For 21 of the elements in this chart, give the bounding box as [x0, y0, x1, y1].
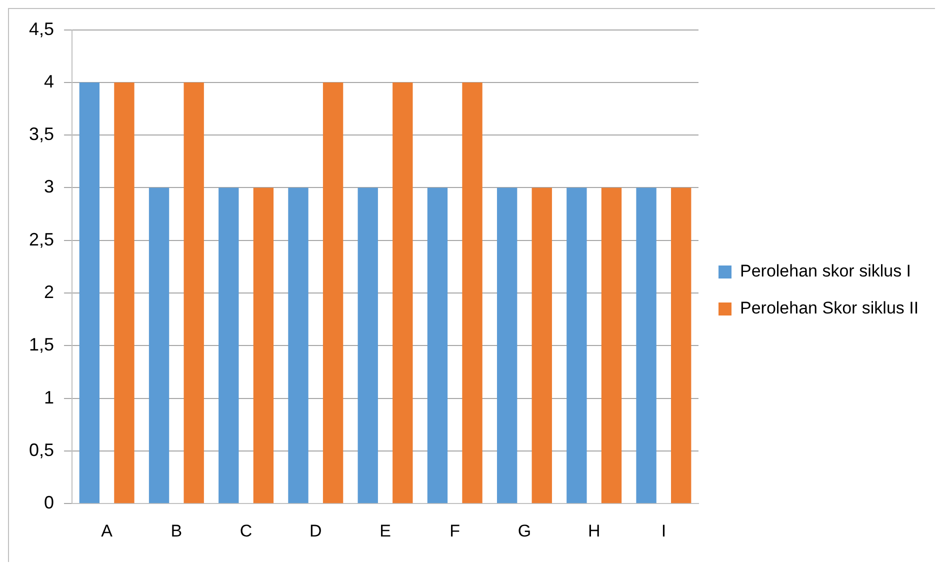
y-tick-label: 3	[44, 176, 54, 197]
x-tick-label: C	[240, 521, 252, 540]
legend-label: Perolehan skor siklus I	[740, 262, 912, 281]
x-tick-label: H	[588, 521, 600, 540]
y-tick-label: 2	[44, 282, 54, 302]
y-tick-label: 1	[44, 387, 54, 408]
x-tick-label: A	[101, 521, 114, 540]
y-tick-label: 0,5	[28, 440, 54, 460]
y-tick-label: 1,5	[28, 334, 54, 355]
legend-label: Perolehan Skor siklus II	[740, 298, 919, 318]
x-tick-label: E	[380, 521, 391, 540]
x-tick-label: G	[518, 521, 532, 540]
x-tick-label: D	[310, 521, 322, 540]
x-tick-label: I	[661, 521, 666, 540]
y-tick-label: 2,5	[28, 229, 54, 250]
y-tick-label: 3,5	[28, 124, 54, 144]
y-tick-label: 0	[44, 492, 54, 513]
y-tick-label: 4,5	[28, 18, 54, 39]
x-tick-label: B	[170, 521, 182, 540]
y-tick-label: 4	[44, 71, 54, 92]
x-tick-label: F	[450, 521, 460, 540]
